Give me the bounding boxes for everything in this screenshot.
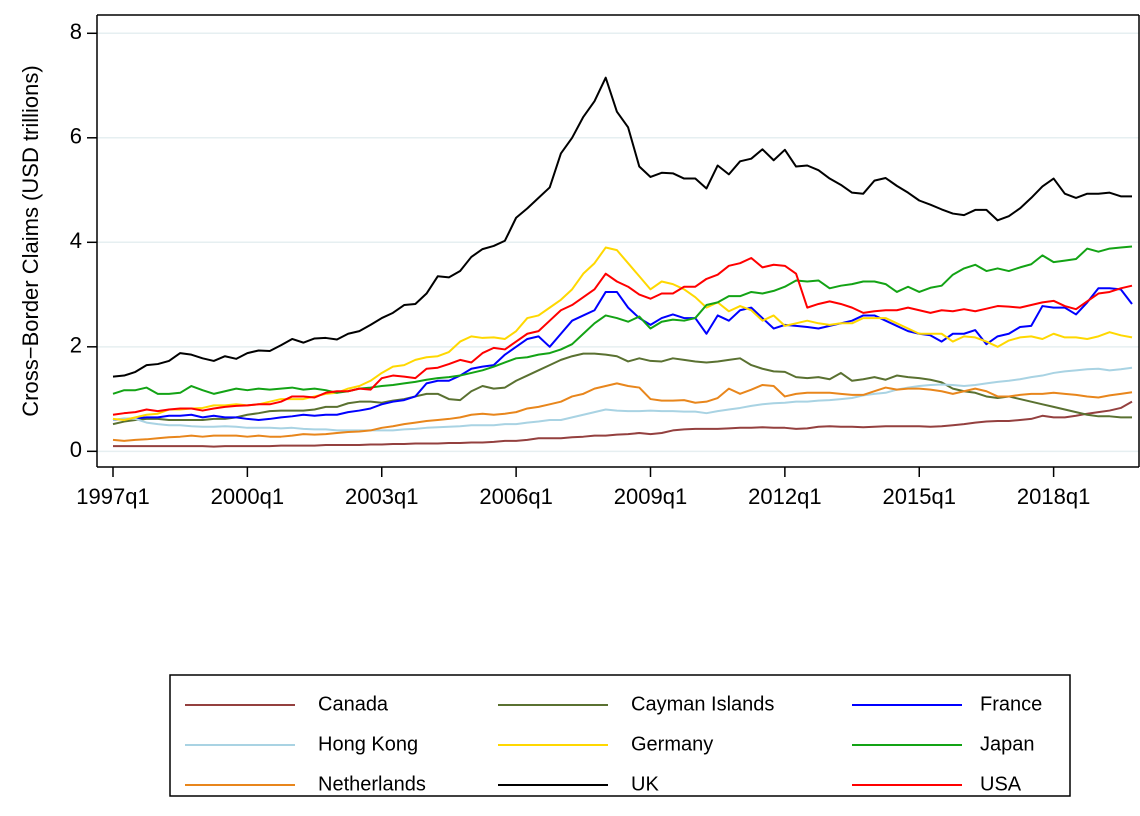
y-tick-label: 0 [70,437,82,462]
series-line [112,287,1133,421]
x-tick-label: 2015q1 [883,484,956,509]
series-line [112,366,1133,432]
x-tick-label: 1997q1 [76,484,149,509]
y-tick-label: 6 [70,124,82,149]
legend-label: Hong Kong [318,733,418,755]
legend-label: France [980,693,1042,715]
x-tick-label: 2012q1 [748,484,821,509]
y-tick-label: 4 [70,228,82,253]
legend-label: USA [980,773,1022,795]
legend-label: Japan [980,733,1035,755]
y-axis-label: Cross−Border Claims (USD trillions) [18,65,43,416]
legend-label: Germany [631,733,713,755]
legend-box [169,674,1071,797]
series-line [112,245,1133,395]
legend-label: Canada [318,693,389,715]
x-tick-label: 2000q1 [211,484,284,509]
legend-label: Cayman Islands [631,693,774,715]
legend: Canada Cayman Islands France Hong Kong Germa… [169,674,1071,797]
series-line [112,76,1132,378]
series-line [112,382,1133,442]
x-tick-label: 2018q1 [1017,484,1090,509]
series-line [113,400,1133,448]
series-line [112,246,1133,421]
y-tick-label: 2 [70,333,82,358]
x-tick-label: 2009q1 [614,484,687,509]
legend-label: Netherlands [318,773,426,795]
series-line [112,256,1133,416]
y-tick-label: 8 [70,19,82,44]
x-tick-label: 2003q1 [345,484,418,509]
legend-label: UK [631,773,659,795]
x-tick-label: 2006q1 [479,484,552,509]
